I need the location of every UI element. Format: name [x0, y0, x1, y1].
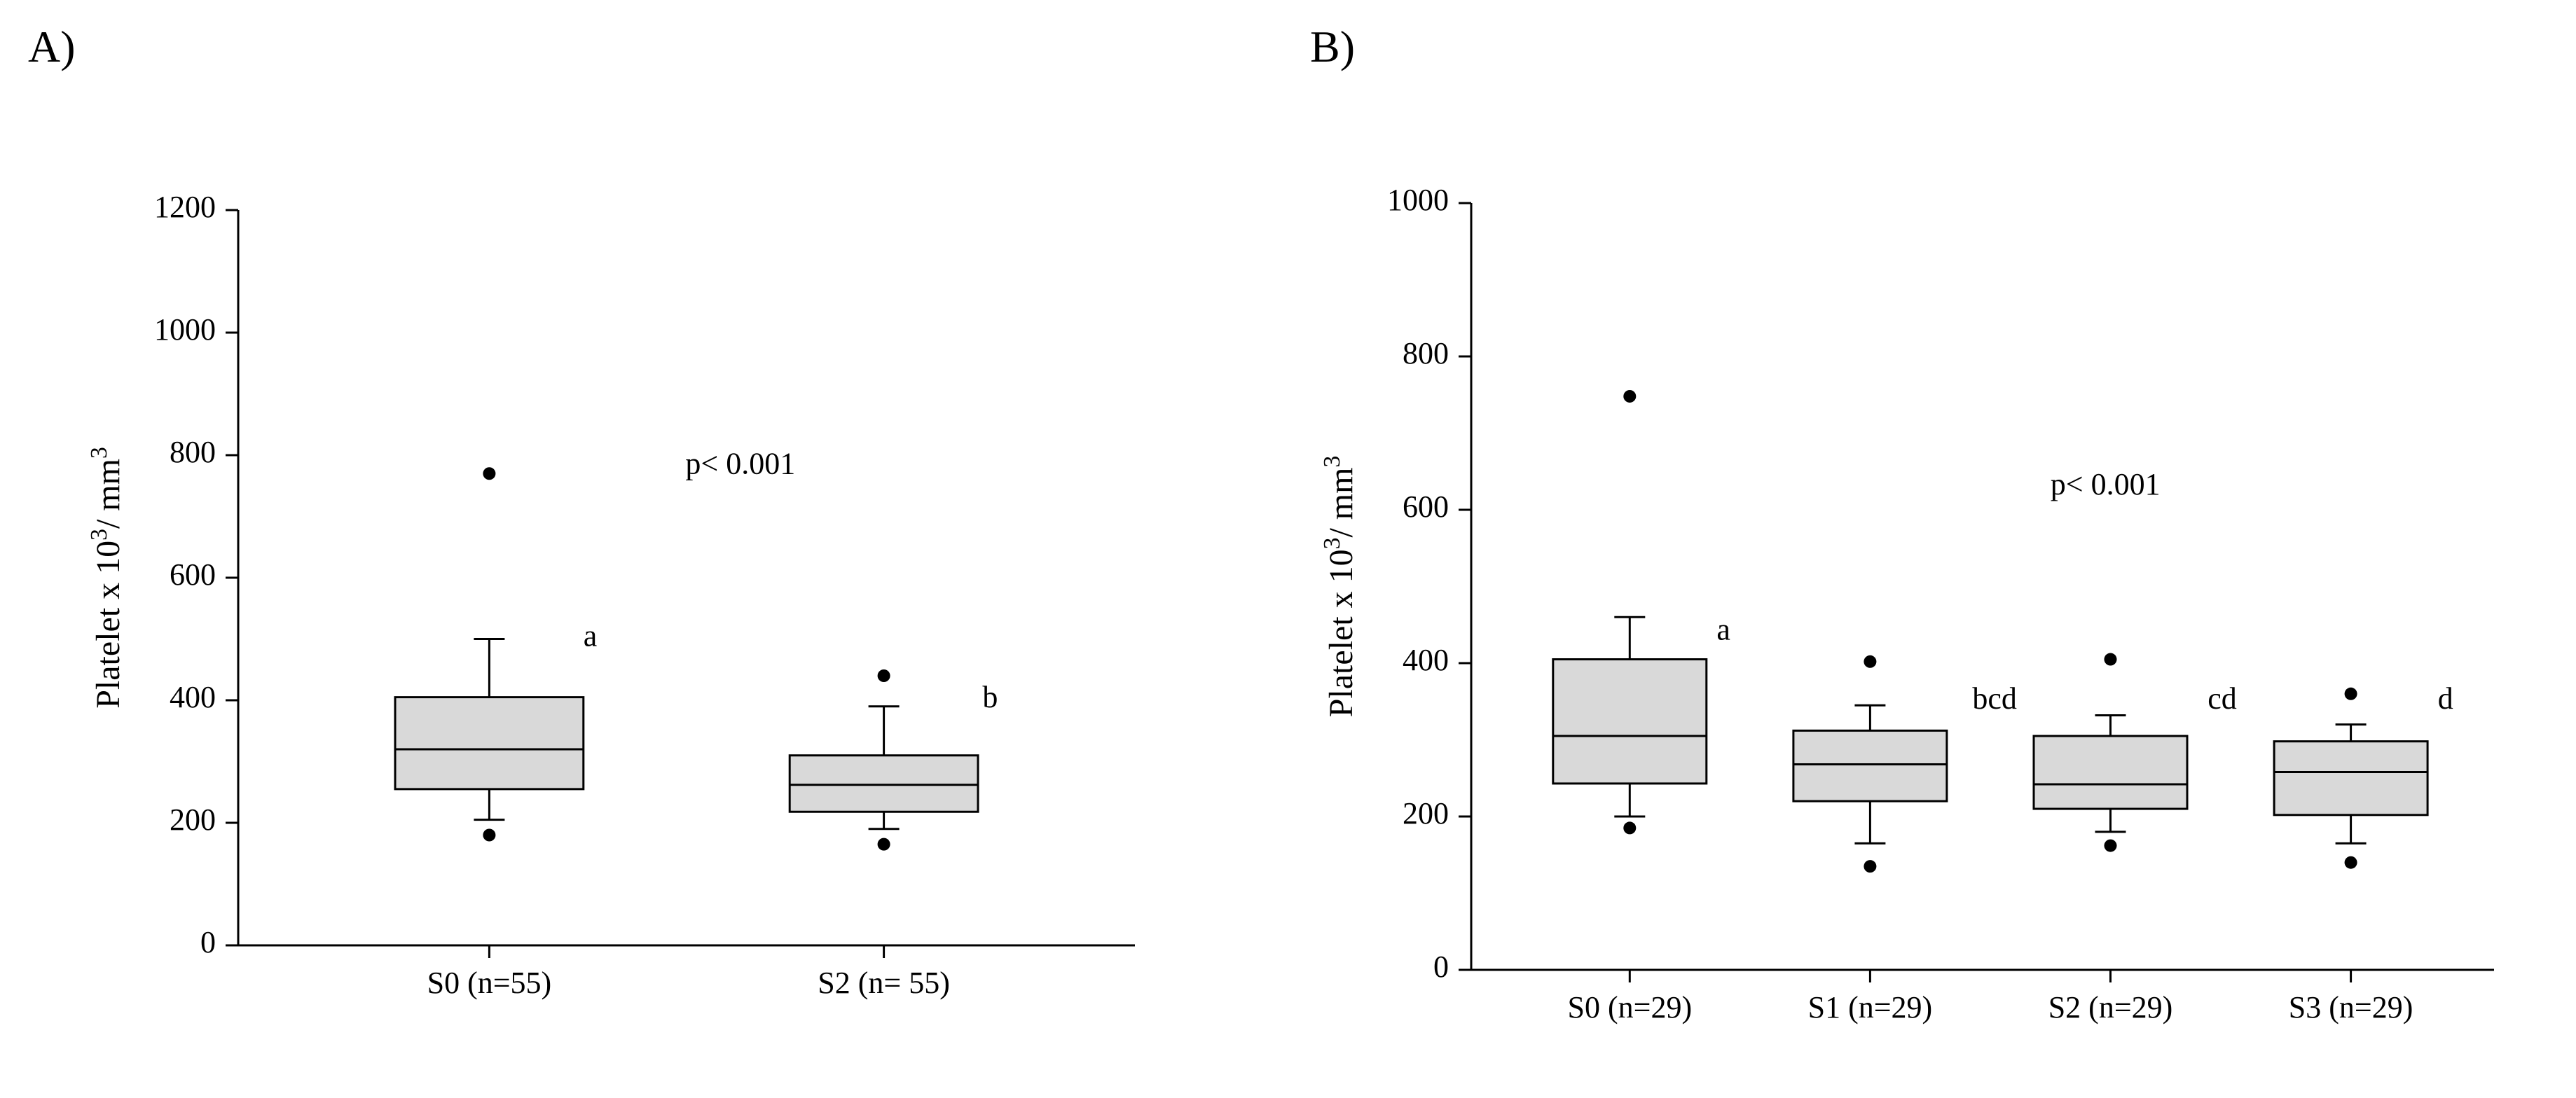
p-value-label: p< 0.001	[2051, 467, 2161, 501]
box	[2034, 736, 2187, 809]
outlier-point	[878, 669, 890, 682]
outlier-point	[483, 467, 495, 480]
outlier-point	[1864, 860, 1876, 873]
y-tick-label: 800	[1403, 336, 1449, 370]
outlier-point	[1623, 390, 1636, 403]
x-tick-label: S0 (n=55)	[427, 966, 552, 1000]
y-tick-label: 600	[1403, 489, 1449, 524]
y-tick-label: 1200	[154, 190, 216, 224]
significance-label: b	[982, 680, 998, 714]
x-tick-label: S2 (n= 55)	[818, 966, 950, 1000]
y-axis-title: Platelet x 103/ mm3	[86, 447, 128, 709]
outlier-point	[878, 838, 890, 851]
p-value-label: p< 0.001	[685, 446, 795, 480]
x-tick-label: S3 (n=29)	[2289, 990, 2413, 1024]
outlier-point	[483, 829, 495, 842]
x-tick-label: S2 (n=29)	[2048, 990, 2173, 1024]
x-tick-label: S1 (n=29)	[1808, 990, 1933, 1024]
x-tick-label: S0 (n=29)	[1568, 990, 1693, 1024]
y-tick-label: 1000	[154, 312, 216, 347]
box	[1553, 660, 1707, 784]
panel-b-label: B)	[1310, 21, 1355, 73]
outlier-point	[2345, 856, 2357, 869]
panel-a-label: A)	[28, 21, 76, 73]
y-tick-label: 0	[200, 925, 216, 959]
outlier-point	[1864, 655, 1876, 668]
y-tick-label: 800	[170, 435, 216, 469]
y-tick-label: 600	[170, 557, 216, 592]
box	[395, 697, 584, 789]
box	[2274, 742, 2427, 815]
panel-b-chart: 0 200 400 600 800 1000 Platelet x 103/ mm3 S0 (…	[1275, 0, 2576, 1098]
outlier-point	[2345, 688, 2357, 700]
significance-label: d	[2438, 681, 2453, 716]
panel-b: B) 0 200 400 600 800 1000 Platelet x 103/ mm3 S…	[1275, 0, 2576, 1098]
y-tick-label: 1000	[1387, 183, 1449, 217]
y-tick-label: 400	[1403, 643, 1449, 677]
significance-label: bcd	[1972, 681, 2017, 716]
box	[1793, 730, 1947, 801]
significance-label: a	[1716, 612, 1730, 646]
y-tick-label: 200	[170, 802, 216, 837]
y-axis-title: Platelet x 103/ mm3	[1319, 456, 1361, 718]
box	[790, 756, 978, 812]
outlier-point	[1623, 821, 1636, 834]
outlier-point	[2105, 653, 2117, 666]
y-tick-label: 0	[1433, 950, 1449, 984]
panel-a: A) 0 200 400 600 800 1000 1200 Platelet x 103/ …	[0, 0, 1275, 1098]
panel-a-chart: 0 200 400 600 800 1000 1200 Platelet x 103/ mm3…	[0, 0, 1275, 1098]
significance-label: a	[584, 619, 598, 653]
significance-label: cd	[2207, 681, 2237, 716]
y-tick-label: 400	[170, 680, 216, 714]
outlier-point	[2105, 840, 2117, 852]
y-tick-label: 200	[1403, 796, 1449, 831]
figure-container: A) 0 200 400 600 800 1000 1200 Platelet x 103/ …	[0, 0, 2576, 1098]
